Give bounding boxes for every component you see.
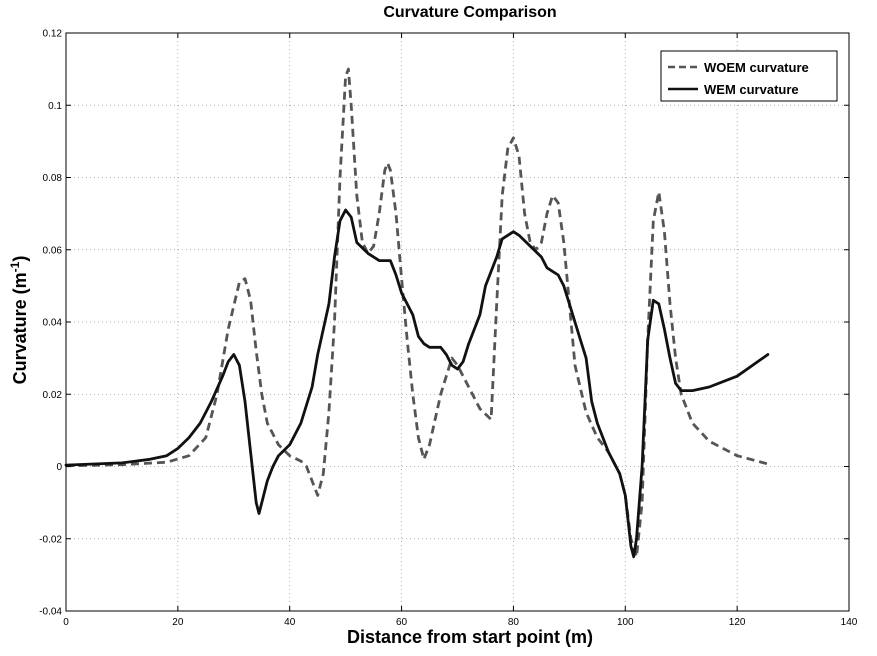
y-tick-label: -0.02 <box>39 534 62 545</box>
chart-title: Curvature Comparison <box>383 4 556 21</box>
tick-marks <box>65 32 850 612</box>
y-axis-label-base: Curvature (m <box>10 272 30 384</box>
x-axis-label: Distance from start point (m) <box>347 627 593 647</box>
y-tick-label: 0.1 <box>48 101 62 112</box>
y-tick-label: 0.02 <box>43 390 63 401</box>
y-tick-label: -0.04 <box>39 607 62 618</box>
legend-label-woem: WOEM curvature <box>704 60 809 75</box>
legend: WOEM curvature WEM curvature <box>660 50 838 102</box>
y-axis-label-superscript: -1 <box>8 261 22 272</box>
grid-lines <box>66 33 849 611</box>
x-tick-label: 0 <box>63 617 69 628</box>
x-tick-labels: 0 20 40 60 80 100 120 140 <box>63 617 858 628</box>
legend-box <box>660 50 838 102</box>
x-tick-label: 80 <box>508 617 520 628</box>
y-tick-label: 0.04 <box>43 318 63 329</box>
y-axis-label-suffix: ) <box>10 256 30 262</box>
y-axis-label: Curvature (m-1) <box>8 256 30 385</box>
legend-label-wem: WEM curvature <box>704 82 799 97</box>
y-tick-label: 0.08 <box>43 173 63 184</box>
x-tick-label: 120 <box>729 617 746 628</box>
wem-curvature-line <box>64 208 770 559</box>
y-tick-label: 0.06 <box>43 245 63 256</box>
y-tick-labels: -0.04 -0.02 0 0.02 0.04 0.06 0.08 0.1 0.12 <box>39 29 62 618</box>
x-tick-label: 40 <box>284 617 296 628</box>
x-tick-label: 60 <box>396 617 408 628</box>
x-tick-label: 100 <box>617 617 634 628</box>
y-tick-label: 0 <box>56 462 62 473</box>
x-tick-label: 140 <box>841 617 858 628</box>
series-layer <box>64 67 772 559</box>
y-tick-label: 0.12 <box>43 29 63 40</box>
x-tick-label: 20 <box>172 617 184 628</box>
